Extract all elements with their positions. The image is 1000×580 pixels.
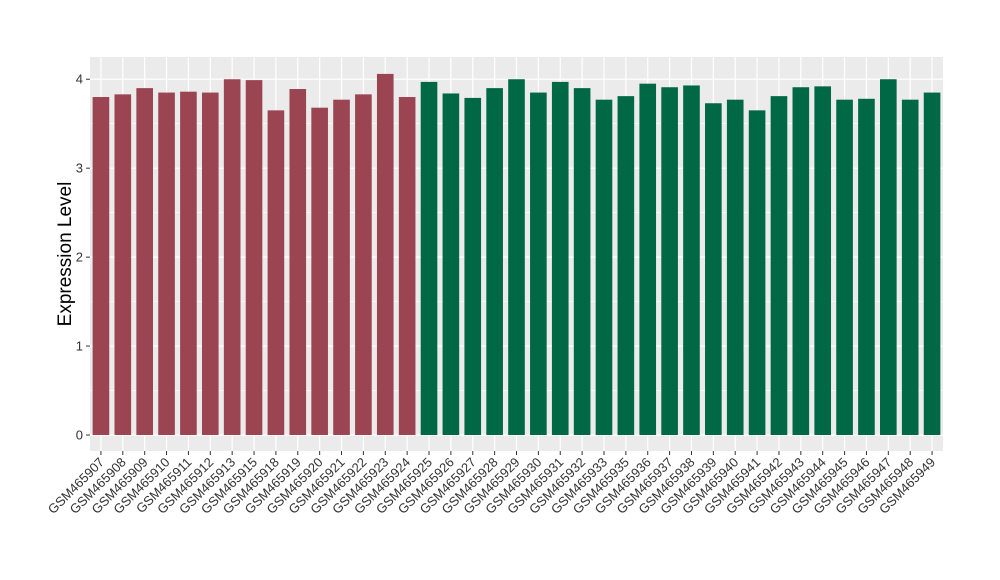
bar-GSM465933: [595, 99, 613, 435]
y-axis-title: Expression Level: [55, 182, 76, 327]
bar-GSM465924: [398, 97, 416, 435]
bar-GSM465922: [355, 94, 372, 435]
y-tick-label: 4: [76, 72, 83, 87]
bar-GSM465911: [180, 91, 197, 435]
bar-GSM465946: [858, 98, 875, 435]
y-tick-label: 0: [76, 427, 83, 442]
bar-GSM465939: [705, 103, 722, 435]
bar-GSM465920: [311, 107, 328, 435]
x-axis: GSM465907GSM465908GSM465909GSM465910GSM4…: [45, 451, 938, 517]
bar-GSM465938: [683, 85, 700, 435]
bar-GSM465937: [661, 87, 678, 435]
bar-GSM465912: [201, 92, 219, 435]
bar-GSM465948: [901, 99, 919, 435]
bar-GSM465907: [92, 97, 110, 435]
bar-GSM465944: [814, 86, 832, 435]
bar-GSM465913: [223, 79, 241, 435]
y-tick-label: 2: [76, 250, 83, 265]
bar-GSM465925: [420, 81, 438, 435]
bar-GSM465949: [923, 92, 941, 435]
bar-GSM465910: [158, 92, 175, 435]
bar-GSM465926: [442, 93, 460, 435]
bar-GSM465942: [770, 96, 788, 435]
bar-GSM465921: [333, 99, 350, 435]
bar-GSM465935: [617, 96, 635, 435]
y-axis: 0 1 2 3 4: [76, 72, 90, 442]
bar-GSM465932: [573, 88, 591, 435]
bar-GSM465909: [136, 88, 153, 435]
bar-GSM465943: [792, 87, 810, 435]
bars: [92, 73, 941, 435]
bar-GSM465929: [508, 79, 525, 435]
bar-GSM465918: [267, 110, 285, 435]
bar-GSM465941: [748, 110, 766, 435]
y-tick-label: 1: [76, 339, 83, 354]
bar-GSM465915: [245, 80, 263, 435]
bar-GSM465908: [114, 94, 132, 435]
bar-GSM465923: [376, 73, 394, 435]
bar-GSM465936: [639, 83, 657, 435]
bar-GSM465940: [726, 99, 744, 435]
bar-GSM465928: [486, 88, 503, 435]
bar-GSM465931: [551, 81, 569, 435]
bar-GSM465927: [464, 97, 482, 435]
bar-GSM465947: [880, 79, 897, 435]
bar-GSM465930: [530, 92, 547, 435]
y-tick-label: 3: [76, 161, 83, 176]
bar-GSM465919: [289, 89, 307, 435]
bar-GSM465945: [836, 99, 853, 435]
